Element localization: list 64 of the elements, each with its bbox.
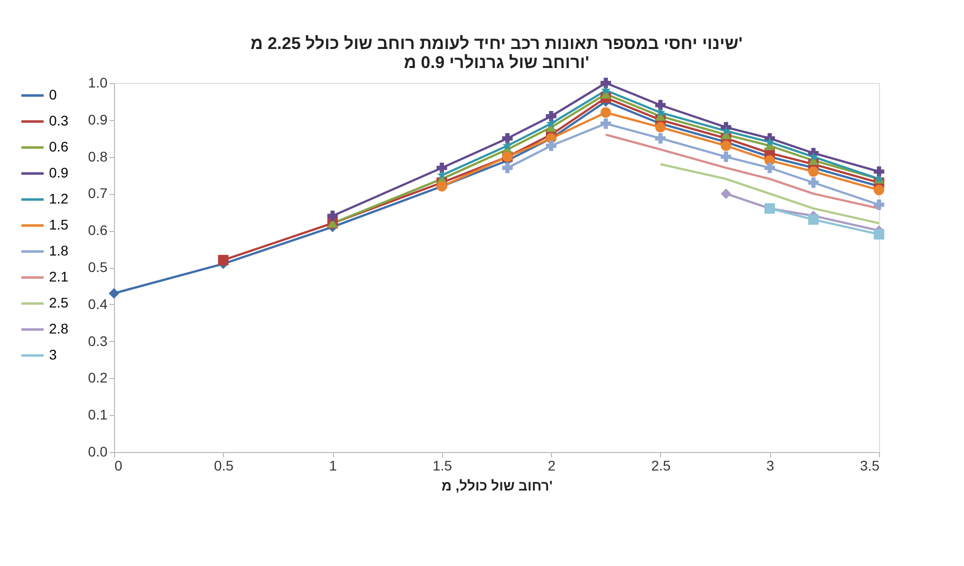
point	[655, 133, 666, 144]
legend-label: 2.5	[49, 294, 69, 310]
x-tick-label: 2.5	[651, 458, 671, 474]
x-tick-label: 1.5	[432, 458, 452, 474]
legend-label: 0	[49, 86, 57, 102]
point	[600, 78, 612, 88]
point	[546, 140, 556, 151]
line-series	[659, 163, 880, 224]
legend-label: 0.9	[49, 164, 69, 180]
y-tick-label: 0.1	[88, 406, 108, 423]
point	[218, 254, 229, 266]
legend-label: 1.5	[49, 216, 69, 232]
point	[764, 136, 775, 146]
x-tick-label: 0	[114, 458, 122, 474]
point	[874, 184, 884, 196]
point	[721, 126, 731, 136]
point	[808, 214, 819, 225]
point	[874, 200, 884, 210]
point	[808, 177, 819, 188]
x-tick-label: 3.5	[860, 458, 880, 474]
x-tick-label: 0.5	[214, 458, 234, 474]
point	[600, 107, 612, 118]
legend-label: 0.3	[49, 112, 69, 128]
point	[720, 152, 732, 162]
y-tick-label: 0.8	[88, 148, 108, 164]
point	[108, 288, 120, 299]
x-axis-title: רחוב שול כולל, מ'	[441, 478, 553, 494]
point	[655, 122, 666, 133]
chart-title: שינוי יחסי במספר תאונות רכב יחיד לעומת רוחב שול כולל 2.25 מ' ורוחב שול גרנולרי 0.9 מ'	[250, 34, 743, 72]
x-tick-label: 2	[548, 458, 556, 474]
y-tick-label: 0.7	[88, 185, 108, 202]
legend-label: 2.8	[49, 320, 69, 336]
point	[655, 100, 666, 110]
point	[600, 118, 612, 129]
point	[502, 133, 513, 144]
point	[874, 229, 884, 240]
legend-label: 3	[49, 346, 57, 362]
point	[546, 118, 556, 128]
point	[502, 140, 512, 150]
y-tick-label: 0.4	[88, 296, 108, 312]
point	[502, 162, 513, 174]
point	[720, 188, 732, 199]
legend-label: 1.2	[49, 190, 69, 206]
x-tick-label: 1	[329, 458, 338, 474]
point	[436, 162, 448, 174]
y-tick-label: 0.2	[88, 370, 108, 386]
legend-label: 0.6	[49, 138, 69, 154]
point	[327, 210, 338, 222]
y-tick-label: 0.3	[88, 332, 108, 349]
point	[808, 152, 818, 162]
y-tick-label: 0.9	[88, 111, 108, 128]
point	[546, 110, 556, 122]
y-tick-label: 0.5	[88, 259, 108, 275]
x-tick-label: 3	[766, 458, 774, 474]
y-tick-label: 0.6	[88, 222, 108, 238]
point	[600, 85, 611, 95]
legend-label: 1.8	[49, 242, 69, 258]
legend-label: 2.1	[49, 268, 69, 284]
point	[720, 140, 732, 151]
point	[764, 162, 775, 174]
y-tick-label: 1.0	[88, 74, 108, 90]
point	[808, 166, 819, 177]
y-tick-label: 0.0	[88, 444, 108, 460]
point	[436, 170, 447, 180]
